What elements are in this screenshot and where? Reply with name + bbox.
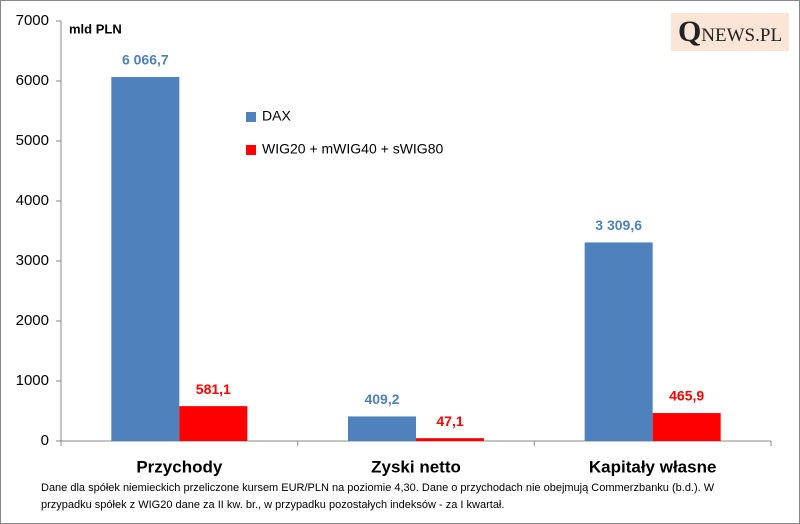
y-tick-label: 2000 bbox=[16, 312, 49, 329]
bar bbox=[584, 242, 653, 441]
y-tick-label: 4000 bbox=[16, 192, 49, 209]
footnote: Dane dla spółek niemieckich przeliczone … bbox=[41, 482, 715, 494]
legend-label: DAX bbox=[262, 108, 291, 124]
x-tick-label: Kapitały własne bbox=[589, 457, 717, 476]
value-label: 3 309,6 bbox=[595, 217, 642, 233]
value-label: 465,9 bbox=[669, 388, 704, 404]
y-tick-label: 0 bbox=[41, 432, 49, 449]
y-tick-label: 3000 bbox=[16, 252, 49, 269]
x-tick-label: Zyski netto bbox=[371, 457, 461, 476]
bar bbox=[348, 416, 416, 441]
y-tick-label: 6000 bbox=[16, 72, 49, 89]
value-label: 6 066,7 bbox=[122, 52, 169, 68]
legend-swatch bbox=[246, 112, 256, 122]
legend-label: WIG20 + mWIG40 + sWIG80 bbox=[262, 141, 443, 157]
value-label: 581,1 bbox=[196, 381, 231, 397]
bar bbox=[416, 438, 484, 441]
bar bbox=[652, 413, 721, 441]
y-tick-label: 1000 bbox=[16, 372, 49, 389]
value-label: 47,1 bbox=[436, 413, 463, 429]
logo: QNEWS.PL bbox=[671, 13, 789, 51]
footnote: przypadku spółek z WIG20 dane za II kw. … bbox=[41, 499, 504, 511]
bar bbox=[179, 406, 248, 441]
y-tick-label: 5000 bbox=[16, 132, 49, 149]
bar bbox=[111, 76, 180, 442]
legend-swatch bbox=[246, 145, 256, 155]
y-axis-label: mld PLN bbox=[69, 21, 122, 36]
value-label: 409,2 bbox=[364, 391, 399, 407]
x-tick-label: Przychody bbox=[136, 457, 223, 476]
y-tick-label: 7000 bbox=[16, 12, 49, 29]
